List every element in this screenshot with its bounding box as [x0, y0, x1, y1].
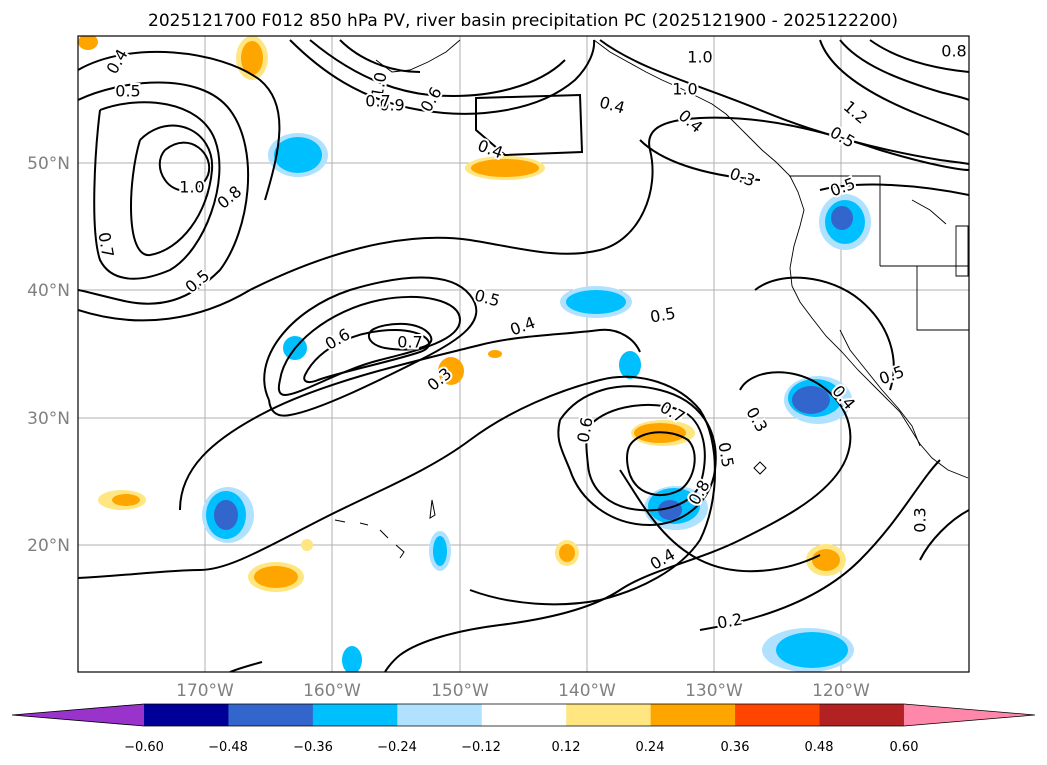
lon-tick-label: 120°W — [812, 681, 870, 701]
colorbar-extension-max — [903, 704, 1035, 726]
colorbar-segment — [735, 704, 821, 726]
colorbar-ticks: −0.60 −0.48 −0.36 −0.24 −0.12 0.12 0.24 … — [124, 740, 918, 755]
colorbar-tick-label: −0.36 — [293, 740, 333, 755]
colorbar — [11, 703, 1036, 727]
colorbar-segment — [481, 704, 567, 726]
lat-tick-label: 40°N — [27, 281, 70, 301]
map-area — [78, 36, 969, 672]
colorbar-extension-min — [12, 704, 144, 726]
colorbar-tick-label: 0.48 — [805, 740, 834, 755]
lat-tick-label: 50°N — [27, 154, 70, 174]
contour-label: 0.3 — [911, 507, 930, 532]
contour-label: 0.7 — [397, 333, 422, 352]
map-frame — [77, 35, 970, 673]
precip-shading — [78, 36, 871, 672]
colorbar-segment — [819, 704, 905, 726]
pv-contours — [78, 39, 969, 672]
lon-tick-label: 170°W — [176, 681, 234, 701]
colorbar-outline — [11, 703, 1036, 727]
colorbar-segment — [566, 704, 652, 726]
contour-label: 0.8 — [941, 42, 966, 61]
contour-label: 0.7 — [365, 92, 390, 111]
colorbar-tick-label: −0.12 — [461, 740, 501, 755]
contour-label: 1.0 — [672, 80, 697, 99]
lon-axis: 170°W 160°W 150°W 140°W 130°W 120°W — [176, 681, 870, 701]
map-title: 2025121700 F012 850 hPa PV, river basin … — [148, 11, 898, 31]
colorbar-segment — [312, 704, 398, 726]
colorbar-segment — [144, 704, 229, 726]
colorbar-tick-label: 0.60 — [890, 740, 919, 755]
contour-label: 1.0 — [179, 178, 204, 197]
colorbar-tick-label: 0.36 — [721, 740, 750, 755]
lat-tick-label: 20°N — [27, 536, 70, 556]
contour-label: 0.5 — [115, 82, 140, 101]
lat-axis: 50°N 40°N 30°N 20°N — [27, 154, 70, 556]
colorbar-segment — [650, 704, 736, 726]
colorbar-segment — [397, 704, 483, 726]
lon-tick-label: 150°W — [431, 681, 489, 701]
contour-label: 1.0 — [687, 48, 712, 67]
lat-tick-label: 30°N — [27, 409, 70, 429]
colorbar-tick-label: 0.12 — [552, 740, 581, 755]
lon-tick-label: 140°W — [558, 681, 616, 701]
colorbar-tick-label: 0.24 — [636, 740, 665, 755]
colorbar-tick-label: −0.48 — [208, 740, 248, 755]
lon-tick-label: 160°W — [303, 681, 361, 701]
colorbar-segment — [228, 704, 314, 726]
islands — [334, 461, 767, 559]
lon-tick-label: 130°W — [685, 681, 743, 701]
coastlines — [375, 39, 969, 479]
contour-label: 0.9 — [379, 96, 404, 115]
colorbar-tick-label: −0.24 — [377, 740, 417, 755]
colorbar-tick-label: −0.60 — [124, 740, 164, 755]
